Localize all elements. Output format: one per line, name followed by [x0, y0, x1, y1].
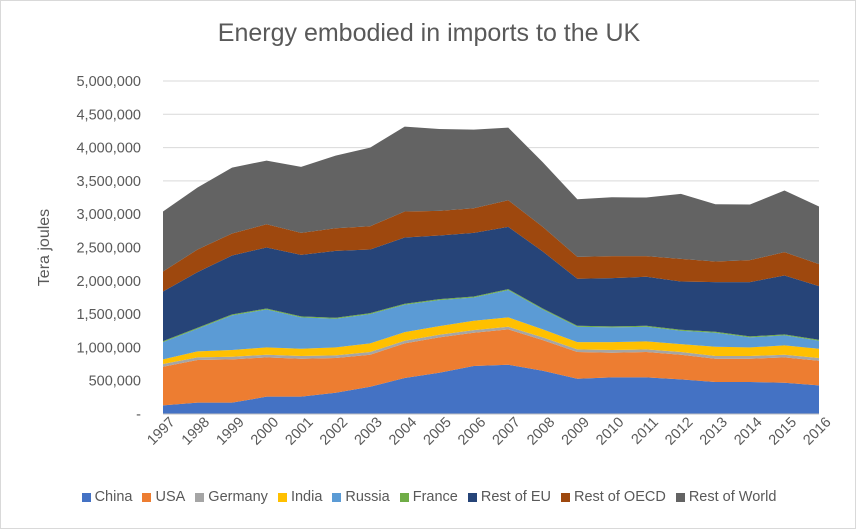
x-tick-label: 2016 [800, 414, 834, 448]
legend-swatch [467, 492, 477, 502]
x-tick-label: 2013 [697, 414, 731, 448]
x-tick-label: 2012 [662, 414, 696, 448]
y-tick-label: 2,500,000 [76, 241, 141, 257]
x-tick-label: 2005 [421, 414, 455, 448]
legend-label: Russia [345, 489, 390, 505]
legend-label: Rest of EU [480, 489, 551, 505]
legend-label: France [412, 489, 458, 505]
x-tick-label: 2004 [386, 414, 420, 448]
legend-item: Russia [332, 489, 390, 505]
y-tick-label: 4,000,000 [76, 141, 141, 157]
legend-label: China [94, 489, 133, 505]
legend-item: Rest of World [675, 489, 777, 505]
x-tick-label: 2008 [524, 414, 558, 448]
legend-swatch [81, 492, 91, 502]
x-tick-label: 2010 [593, 414, 627, 448]
x-tick-label: 2002 [317, 414, 351, 448]
x-tick-label: 2000 [248, 414, 282, 448]
x-tick-label: 2011 [629, 414, 662, 447]
chart-legend: China USA Germany India Russia France Rest of … [1, 489, 856, 505]
x-tick-label: 2007 [490, 414, 524, 448]
y-tick-label: - [136, 407, 141, 423]
legend-label: Rest of OECD [573, 489, 666, 505]
legend-item: Rest of OECD [560, 489, 666, 505]
y-tick-label: 3,000,000 [76, 207, 141, 223]
legend-label: Rest of World [688, 489, 777, 505]
area-rest-of-oecd [163, 200, 819, 292]
x-tick-label: 2001 [283, 414, 317, 448]
x-tick-label: 1998 [179, 414, 213, 448]
y-tick-label: 1,500,000 [76, 307, 141, 323]
area-rest-of-eu [163, 226, 819, 342]
x-tick-label: 2009 [559, 414, 593, 448]
legend-swatch [399, 492, 409, 502]
x-tick-label: 2015 [766, 414, 800, 448]
legend-label: India [290, 489, 323, 505]
legend-item: France [399, 489, 458, 505]
y-tick-label: 2,000,000 [76, 274, 141, 290]
legend-item: Rest of EU [467, 489, 551, 505]
legend-label: USA [155, 489, 186, 505]
area-rest-of-world [163, 126, 819, 272]
legend-swatch [142, 492, 152, 502]
x-tick-label: 2006 [455, 414, 489, 448]
legend-item: Germany [195, 489, 268, 505]
y-tick-label: 3,500,000 [76, 174, 141, 190]
x-tick-label: 1999 [213, 414, 247, 448]
legend-swatch [675, 492, 685, 502]
legend-item: China [81, 489, 133, 505]
legend-item: USA [142, 489, 185, 505]
legend-label: Germany [208, 489, 268, 505]
area-germany [163, 326, 819, 367]
y-tick-label: 500,000 [89, 374, 141, 390]
y-tick-label: 5,000,000 [76, 74, 141, 90]
y-tick-label: 4,500,000 [76, 107, 141, 123]
legend-swatch [560, 492, 570, 502]
area-india [163, 317, 819, 365]
x-tick-label: 2003 [352, 414, 386, 448]
legend-swatch [195, 492, 205, 502]
y-tick-label: 1,000,000 [76, 340, 141, 356]
area-france [163, 289, 819, 343]
area-china [163, 364, 819, 414]
x-tick-label: 1997 [144, 414, 178, 448]
area-russia [163, 290, 819, 360]
area-usa [163, 329, 819, 406]
legend-swatch [277, 492, 287, 502]
chart-title: Energy embodied in imports to the UK [217, 19, 641, 47]
legend-item: India [277, 489, 323, 505]
x-tick-label: 2014 [731, 414, 765, 448]
legend-swatch [332, 492, 342, 502]
y-axis-label: Tera joules [36, 209, 53, 286]
